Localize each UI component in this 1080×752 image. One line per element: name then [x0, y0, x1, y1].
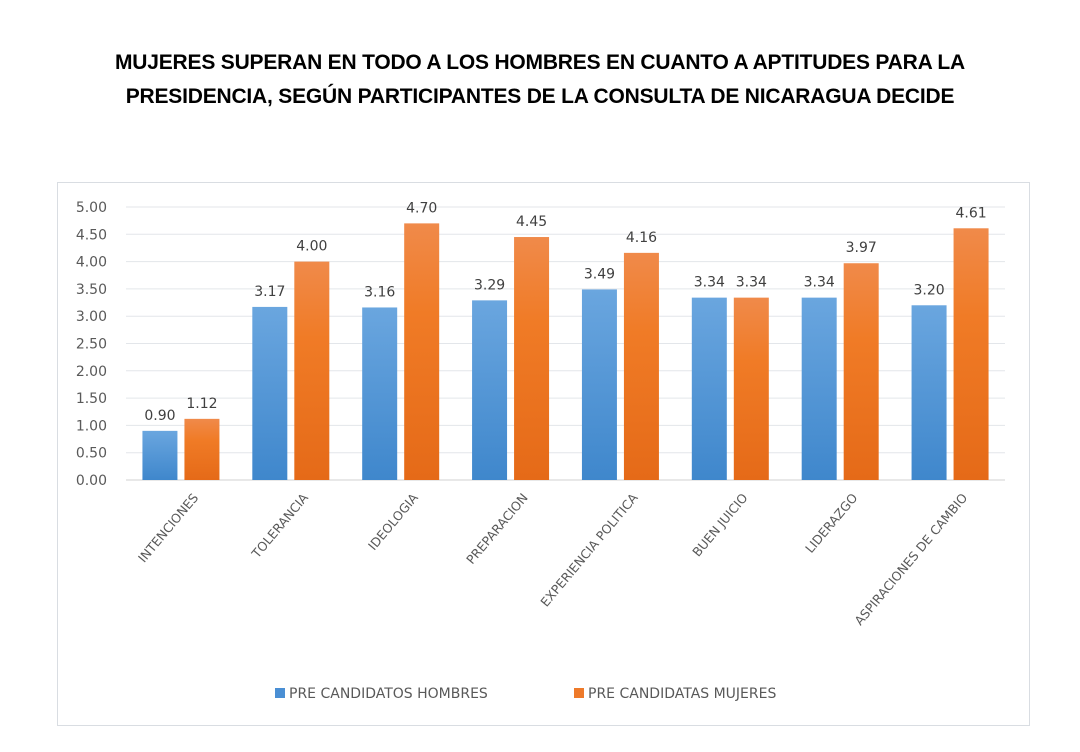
y-tick-label: 4.00 [76, 255, 107, 271]
legend: PRE CANDIDATOS HOMBRES PRE CANDIDATAS MUJ… [275, 686, 776, 702]
x-category-label: IDEOLOGIA [365, 490, 421, 553]
data-label: 3.34 [694, 275, 725, 291]
data-label: 3.49 [584, 266, 615, 282]
y-tick-label: 2.50 [76, 337, 107, 353]
x-category-label: INTENCIONES [135, 490, 201, 565]
y-axis: 0.00 0.50 1.00 1.50 2.00 2.50 3.00 3.50 4.00 4.50… [76, 200, 107, 489]
y-tick-label: 3.00 [76, 309, 107, 325]
bar-hombres [581, 289, 617, 480]
bar-mujeres [953, 228, 989, 480]
legend-label: PRE CANDIDATAS MUJERES [588, 686, 776, 702]
data-label: 3.34 [736, 275, 767, 291]
y-tick-label: 0.50 [76, 446, 107, 462]
data-label: 4.16 [626, 230, 657, 246]
data-label: 3.97 [846, 240, 877, 256]
bar-mujeres [733, 297, 769, 480]
y-tick-label: 1.00 [76, 418, 107, 434]
data-label: 4.61 [955, 205, 986, 221]
chart-title-line-1: MUJERES SUPERAN EN TODO A LOS HOMBRES EN… [115, 51, 965, 74]
x-axis: INTENCIONES TOLERANCIA IDEOLOGIA PREPARACIO… [135, 490, 971, 628]
bar-hombres [252, 306, 288, 480]
y-tick-label: 2.00 [76, 364, 107, 380]
data-label: 4.45 [516, 214, 547, 230]
y-tick-label: 3.50 [76, 282, 107, 298]
data-label: 3.29 [474, 277, 505, 293]
bar-hombres [911, 305, 947, 480]
bar-hombres [691, 297, 727, 480]
chart-title: MUJERES SUPERAN EN TODO A LOS HOMBRES EN… [0, 46, 1080, 114]
x-category-label: PREPARACION [463, 490, 531, 567]
legend-label: PRE CANDIDATOS HOMBRES [289, 686, 488, 702]
x-category-label: LIDERAZGO [802, 490, 861, 556]
data-label: 3.17 [254, 284, 285, 300]
data-label: 1.12 [186, 396, 217, 412]
bar-hombres [801, 297, 837, 480]
data-label: 4.70 [406, 200, 437, 216]
legend-swatch-mujeres [574, 688, 584, 698]
bar-hombres [472, 300, 508, 480]
data-label: 3.16 [364, 284, 395, 300]
bar-mujeres [184, 418, 220, 480]
bar-mujeres [404, 223, 440, 480]
y-tick-label: 0.00 [76, 473, 107, 489]
chart-title-line-2: PRESIDENCIA, SEGÚN PARTICIPANTES DE LA C… [125, 85, 955, 108]
data-label: 3.20 [913, 282, 944, 298]
y-tick-label: 5.00 [76, 200, 107, 216]
x-category-label: TOLERANCIA [248, 490, 311, 562]
bar-hombres [142, 430, 178, 480]
data-labels: 0.90 1.12 3.17 4.00 3.16 4.70 3.29 4.45 3.49 4.16… [144, 200, 986, 423]
bar-hombres [362, 307, 398, 480]
data-label: 3.34 [804, 275, 835, 291]
x-category-label: ASPIRACIONES DE CAMBIO [851, 490, 970, 628]
x-category-label: EXPERIENCIA POLITICA [537, 490, 641, 610]
bars [142, 223, 989, 480]
bar-mujeres [294, 261, 330, 480]
bar-mujeres [623, 252, 659, 480]
data-label: 4.00 [296, 239, 327, 255]
bar-mujeres [843, 263, 879, 480]
y-tick-label: 1.50 [76, 391, 107, 407]
x-category-label: BUEN JUICIO [689, 490, 751, 559]
legend-swatch-hombres [275, 688, 285, 698]
y-tick-label: 4.50 [76, 227, 107, 243]
bar-mujeres [514, 237, 550, 480]
data-label: 0.90 [144, 408, 175, 424]
